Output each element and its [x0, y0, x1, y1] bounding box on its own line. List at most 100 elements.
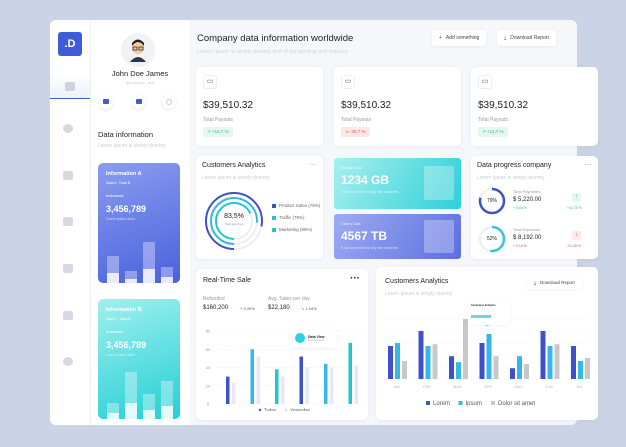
- y-tick-label: 20: [206, 383, 211, 388]
- bar-today: [348, 342, 352, 404]
- progress-sub: + 5,15 %: [513, 244, 527, 248]
- legend-dot: [258, 408, 262, 411]
- download-icon: ⤓: [534, 279, 536, 285]
- progress-ring: [478, 225, 506, 253]
- logo[interactable]: .D: [58, 32, 82, 56]
- add-something-button[interactable]: + Add something: [432, 30, 487, 46]
- x-tick-label: MAR: [453, 384, 462, 389]
- refunded-change: 0.20%: [243, 306, 255, 311]
- arrow-up-icon: ↑: [572, 193, 581, 202]
- data-view-tooltip[interactable]: Data View For Description: [292, 329, 337, 347]
- x-tick-label: JUN: [545, 384, 553, 389]
- x-tick-label: MAY: [514, 384, 523, 389]
- info-card-bar: [161, 380, 173, 419]
- stat-card[interactable]: ▭ $39,510.32 Total Payouts ↗ +12,7 %: [196, 67, 323, 146]
- donut-chart: [205, 192, 263, 250]
- stat-change-badge: ↘ -38,7 %: [341, 127, 370, 137]
- messages-button[interactable]: [99, 95, 113, 109]
- card-subtitle: Lorem Ipsum is simply dummy: [385, 291, 453, 297]
- nav-contact-icon[interactable]: [63, 311, 73, 320]
- progress-value: $ 8,192.00: [513, 235, 542, 241]
- image-icon: [424, 220, 454, 253]
- avg-sales-change: 1.04%: [305, 306, 317, 311]
- stat-value: $39,510.32: [203, 100, 254, 111]
- nav-calendar-icon[interactable]: [63, 264, 73, 273]
- customers-bar-card: Customers Analytics Lorem Ipsum is simpl…: [376, 267, 598, 420]
- info-card-a[interactable]: Information A Data A · Data B Indonesia …: [98, 163, 180, 283]
- stat-change-badge: ↗ +12,7 %: [203, 127, 233, 137]
- stat-card[interactable]: ▭ $39,510.32 Total Payouts ↗ +12,7 %: [471, 67, 598, 146]
- info-card-bar: [125, 372, 137, 419]
- stat-card[interactable]: ▭ $39,510.32 Total Payouts ↘ -38,7 %: [334, 67, 461, 146]
- bar-today: [299, 356, 303, 404]
- plus-icon: +: [439, 35, 442, 41]
- storage-card[interactable]: Storage Data 1234 GB It has survived not…: [334, 158, 461, 209]
- backspace-icon: ▭: [478, 75, 492, 89]
- info-card-b[interactable]: Information B Data C · Data D Indonesia …: [98, 299, 180, 419]
- nav-card-icon[interactable]: [63, 171, 73, 180]
- bar-yesterday: [354, 365, 358, 404]
- settings-button[interactable]: [162, 95, 176, 109]
- tooltip-sub: For Description: [308, 338, 325, 342]
- nav-add-icon[interactable]: [63, 124, 73, 133]
- bar-ipsum: [517, 356, 522, 379]
- trend-down-icon: ↘: [345, 129, 349, 134]
- mail-icon: [103, 99, 109, 104]
- chart-tooltip: Customers Analytics: [468, 301, 510, 325]
- down-arrow-icon: ↘: [301, 306, 305, 311]
- x-tick-label: JUL: [576, 384, 584, 389]
- data-progress-card: Data progress company ··· Lorem Ipsum is…: [471, 156, 598, 259]
- y-tick-label: 80: [206, 329, 211, 334]
- bar-lorem: [510, 368, 515, 379]
- x-tick-label: APR: [484, 384, 492, 389]
- more-icon[interactable]: ···: [309, 160, 317, 169]
- info-card-bar: [107, 255, 119, 283]
- bar-today: [250, 349, 254, 404]
- legend-swatch: [426, 401, 430, 405]
- info-card-title: Information A: [106, 171, 142, 177]
- mail-icon: [424, 166, 454, 200]
- bar-yesterday: [330, 367, 334, 404]
- up-arrow-icon: ↗: [239, 306, 243, 311]
- trend-up-icon: ↗: [207, 129, 211, 134]
- progress-value: $ 5,220.00: [513, 197, 542, 203]
- gallery-value: 4567 TB: [341, 229, 388, 243]
- donut-ring: [205, 192, 263, 250]
- x-tick-label: JAN: [393, 384, 401, 389]
- bar-ipsum: [395, 343, 400, 379]
- progress-change: +11,75 %: [567, 206, 582, 210]
- legend-item: Marketing (68%): [272, 227, 320, 232]
- card-subtitle: Lorem Ipsum is simply dummy: [202, 175, 270, 181]
- legend-label: Dolor sit amet: [498, 401, 535, 407]
- stat-value: $39,510.32: [341, 100, 392, 111]
- info-card-caption: Lorem ipsum dolor: [106, 217, 135, 221]
- more-icon[interactable]: ···: [350, 273, 360, 284]
- bar-yesterday: [256, 356, 260, 404]
- card-title: Real-Time Sale: [203, 277, 251, 284]
- nav-grid-icon[interactable]: [63, 217, 73, 226]
- gallery-card[interactable]: Gallery Data 4567 TB It has survived not…: [334, 214, 461, 259]
- arrow-down-icon: ↓: [572, 231, 581, 240]
- avatar[interactable]: [121, 33, 155, 67]
- card-icon: ▭: [203, 75, 217, 89]
- customers-bar-chart: JAN FEB MAR APR MAY JUN JUL Lorem Ipsum Dolor sit…: [384, 318, 590, 407]
- download-report-button[interactable]: ⤓ Download Report: [527, 275, 582, 289]
- nav-theme-icon[interactable]: [63, 357, 73, 366]
- more-icon[interactable]: ···: [584, 160, 592, 169]
- bar-lorem: [449, 356, 454, 379]
- progress-label: Total Expenses: [513, 227, 541, 232]
- nav-home[interactable]: [50, 73, 90, 99]
- y-tick-label: 60: [206, 347, 211, 352]
- notifications-button[interactable]: [132, 95, 146, 109]
- bar-yesterday: [281, 376, 285, 404]
- bar-dolor-sit-amet: [524, 364, 529, 379]
- info-card-bar: [161, 266, 173, 283]
- progress-sub: + 9,64 %: [513, 206, 527, 210]
- stat-label: Total Payouts: [341, 117, 372, 123]
- bar-today: [324, 363, 328, 404]
- realtime-sale-card: Real-Time Sale ··· Refunded $160,200 ↗ 0…: [196, 269, 368, 420]
- stat-label: Total Payouts: [203, 117, 234, 123]
- download-report-button[interactable]: ⤓ Download Report: [497, 30, 556, 46]
- info-card-bar: [143, 241, 155, 283]
- info-card-bar: [125, 270, 137, 283]
